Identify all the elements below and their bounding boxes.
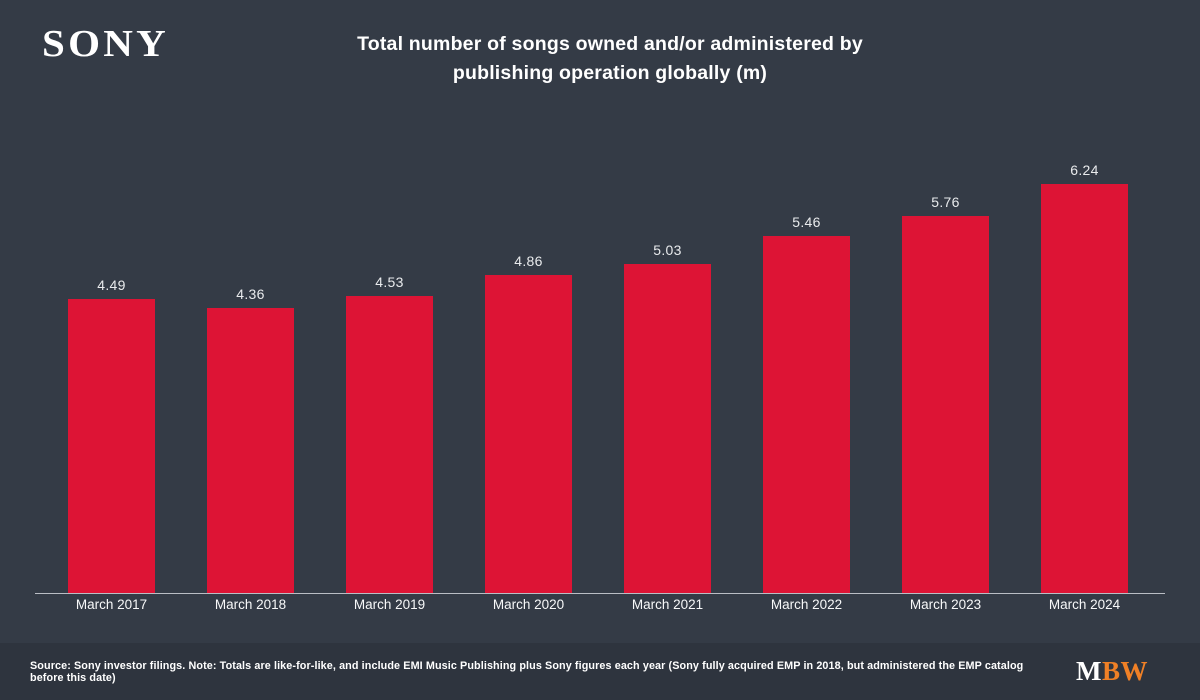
source-note: Source: Sony investor filings. Note: Tot… [30, 659, 1024, 684]
x-axis-label: March 2017 [75, 597, 148, 612]
chart-title-line2: publishing operation globally (m) [452, 62, 768, 84]
sony-logo: SONY [42, 23, 169, 65]
bar-value-label: 4.53 [375, 274, 404, 290]
mbw-logo-m: M [1076, 656, 1102, 686]
bar-value-label: 5.46 [792, 214, 821, 230]
chart-title: Total number of songs owned and/or admin… [150, 30, 1070, 88]
x-axis-label: March 2019 [353, 597, 426, 612]
bar [1041, 184, 1128, 593]
x-axis-line [35, 593, 1165, 594]
bar-value-label: 4.36 [236, 286, 265, 302]
chart-title-line1: Total number of songs owned and/or admin… [357, 33, 863, 55]
bar [624, 264, 711, 593]
x-axis-label: March 2018 [214, 597, 287, 612]
bar [485, 275, 572, 593]
x-axis-label: March 2022 [770, 597, 843, 612]
x-axis-label: March 2020 [492, 597, 565, 612]
x-axis-labels: March 2017 March 2018 March 2019 March 2020… [0, 597, 1200, 617]
bar [346, 296, 433, 593]
bar [902, 216, 989, 593]
bar [763, 236, 850, 593]
bar-chart: 4.49 4.36 4.53 4.86 5.03 5.46 5.76 6.24 [0, 138, 1200, 594]
bar-value-label: 5.76 [931, 194, 960, 210]
bar [68, 299, 155, 593]
bar-value-label: 6.24 [1070, 162, 1099, 178]
mbw-logo: MBW [1076, 656, 1148, 687]
x-axis-label: March 2024 [1048, 597, 1121, 612]
bar-value-label: 5.03 [653, 242, 682, 258]
mbw-logo-bw: BW [1101, 656, 1148, 686]
footer-bar: Source: Sony investor filings. Note: Tot… [0, 643, 1200, 700]
x-axis-label: March 2023 [909, 597, 982, 612]
bar-value-label: 4.49 [97, 277, 126, 293]
bar-value-label: 4.86 [514, 253, 543, 269]
bar [207, 308, 294, 593]
x-axis-label: March 2021 [631, 597, 704, 612]
